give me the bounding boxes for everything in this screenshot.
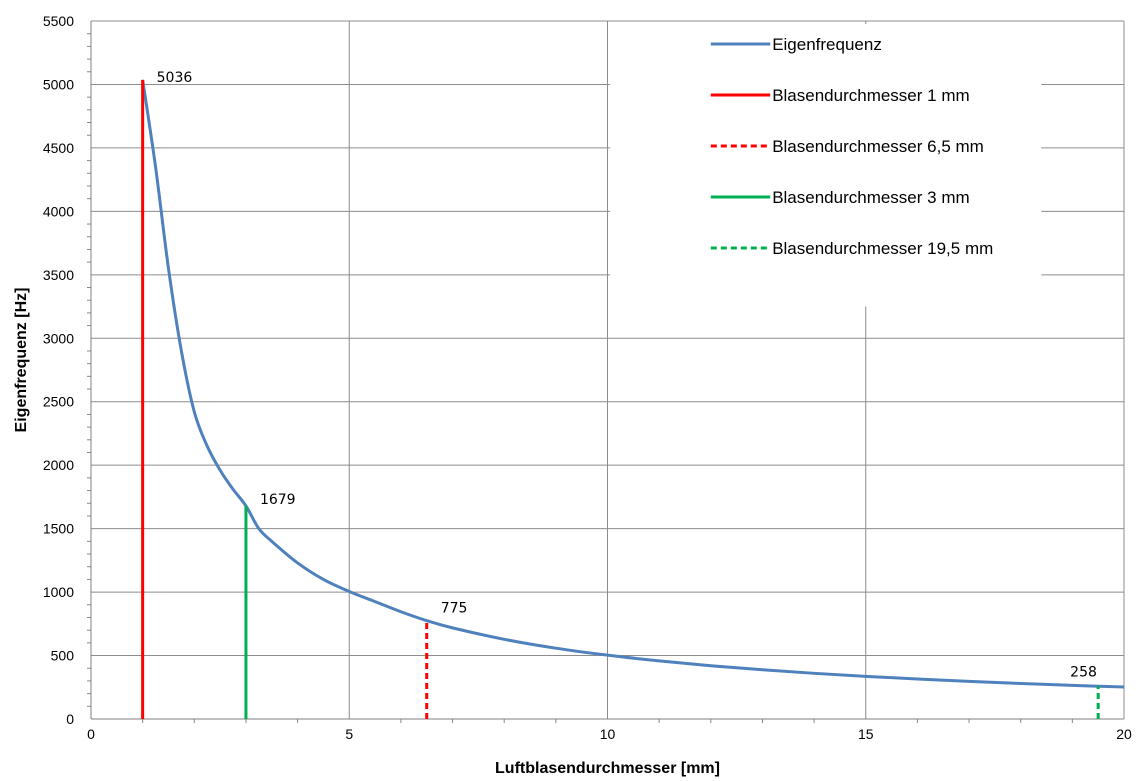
y-tick-label: 5500: [43, 13, 74, 29]
y-tick-label: 0: [66, 711, 74, 727]
legend-entry-label: Blasendurchmesser 19,5 mm: [772, 239, 993, 258]
legend-box: [610, 24, 1042, 307]
axes: [90, 21, 1124, 720]
series-eigenfrequenz-curve: [141, 79, 1125, 689]
series: [141, 79, 1125, 719]
y-tick-label: 3000: [43, 330, 74, 346]
y-tick-label: 4500: [43, 140, 74, 156]
x-tick-label: 10: [600, 726, 616, 742]
legend-background: [610, 24, 1042, 307]
y-tick-label: 4000: [43, 203, 74, 219]
x-tick-label: 20: [1116, 726, 1132, 742]
x-tick-label: 0: [87, 726, 95, 742]
legend-entry-label: Blasendurchmesser 3 mm: [772, 188, 969, 207]
data-label: 1679: [260, 492, 296, 508]
legend-entry-label: Eigenfrequenz: [772, 35, 882, 54]
y-tick-label: 2500: [43, 394, 74, 410]
legend-entry-label: Blasendurchmesser 1 mm: [772, 86, 969, 105]
x-axis-title: Luftblasendurchmesser [mm]: [495, 760, 720, 777]
tick-labels: 0 5 10 15 20 0 500 1000 1500 2000 2500 3000 3500 4000…: [43, 13, 1132, 742]
x-tick-label: 5: [345, 726, 353, 742]
y-tick-label: 2000: [43, 457, 74, 473]
y-tick-label: 1000: [43, 584, 74, 600]
y-tick-label: 1500: [43, 521, 74, 537]
legend: Eigenfrequenz Blasendurchmesser 1 mm Blase…: [710, 35, 993, 258]
y-tick-label: 500: [51, 648, 75, 664]
data-label: 775: [441, 601, 468, 617]
legend-entry-label: Blasendurchmesser 6,5 mm: [772, 137, 984, 156]
y-axis-title: Eigenfrequenz [Hz]: [13, 288, 30, 433]
data-label: 5036: [157, 70, 193, 86]
y-tick-label: 5000: [43, 76, 74, 92]
data-labels: 5036 1679 775 258: [157, 70, 1097, 680]
minor-gridlines: [87, 33, 1073, 723]
data-label: 258: [1070, 664, 1097, 680]
y-tick-label: 3500: [43, 267, 74, 283]
x-tick-label: 15: [858, 726, 874, 742]
